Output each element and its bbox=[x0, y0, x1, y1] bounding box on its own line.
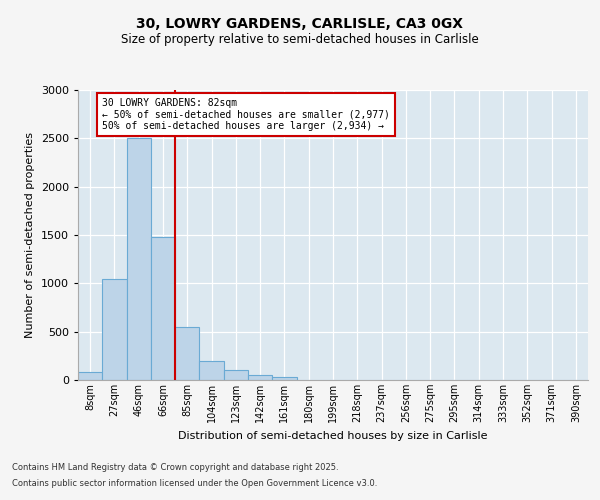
Bar bbox=[199, 360, 224, 380]
Bar bbox=[272, 377, 296, 380]
Text: Size of property relative to semi-detached houses in Carlisle: Size of property relative to semi-detach… bbox=[121, 32, 479, 46]
Y-axis label: Number of semi-detached properties: Number of semi-detached properties bbox=[25, 132, 35, 338]
Text: 30, LOWRY GARDENS, CARLISLE, CA3 0GX: 30, LOWRY GARDENS, CARLISLE, CA3 0GX bbox=[137, 18, 464, 32]
Bar bbox=[248, 375, 272, 380]
Bar bbox=[78, 372, 102, 380]
Bar bbox=[175, 327, 199, 380]
Text: Contains public sector information licensed under the Open Government Licence v3: Contains public sector information licen… bbox=[12, 478, 377, 488]
X-axis label: Distribution of semi-detached houses by size in Carlisle: Distribution of semi-detached houses by … bbox=[178, 430, 488, 440]
Bar bbox=[151, 237, 175, 380]
Text: Contains HM Land Registry data © Crown copyright and database right 2025.: Contains HM Land Registry data © Crown c… bbox=[12, 464, 338, 472]
Bar bbox=[102, 278, 127, 380]
Text: 30 LOWRY GARDENS: 82sqm
← 50% of semi-detached houses are smaller (2,977)
50% of: 30 LOWRY GARDENS: 82sqm ← 50% of semi-de… bbox=[102, 98, 390, 131]
Bar bbox=[127, 138, 151, 380]
Bar bbox=[224, 370, 248, 380]
